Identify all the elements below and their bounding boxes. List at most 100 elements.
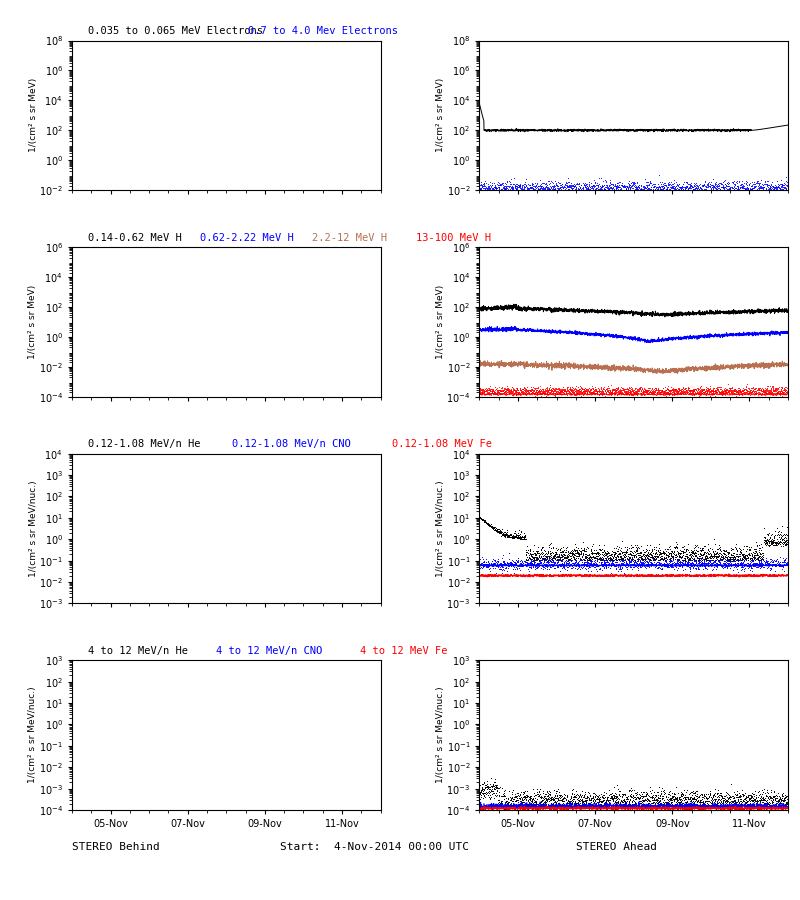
Point	[574, 796, 586, 810]
Point	[500, 186, 513, 201]
Point	[497, 181, 510, 195]
Point	[775, 533, 788, 547]
Point	[658, 545, 670, 560]
Point	[624, 184, 637, 198]
Point	[732, 384, 745, 399]
Point	[713, 385, 726, 400]
Point	[714, 176, 726, 191]
Point	[762, 534, 774, 548]
Point	[756, 795, 769, 809]
Point	[758, 184, 770, 198]
Point	[565, 551, 578, 565]
Point	[528, 183, 541, 197]
Point	[502, 559, 515, 573]
Point	[582, 790, 594, 805]
Point	[749, 179, 762, 194]
Point	[706, 383, 719, 398]
Point	[717, 181, 730, 195]
Point	[625, 537, 638, 552]
Point	[692, 184, 705, 198]
Point	[653, 553, 666, 567]
Point	[672, 558, 685, 572]
Point	[714, 544, 727, 559]
Point	[518, 383, 531, 398]
Point	[586, 539, 598, 554]
Point	[704, 554, 717, 569]
Point	[498, 179, 510, 194]
Point	[577, 797, 590, 812]
Point	[662, 542, 674, 556]
Point	[782, 795, 794, 809]
Point	[547, 796, 560, 811]
Point	[706, 549, 718, 563]
Point	[562, 796, 575, 811]
Point	[639, 544, 652, 558]
Point	[591, 558, 604, 572]
Point	[541, 382, 554, 396]
Point	[715, 547, 728, 562]
Point	[634, 384, 647, 399]
Point	[696, 788, 709, 802]
Point	[474, 788, 487, 802]
Point	[590, 551, 603, 565]
Point	[527, 556, 540, 571]
Point	[663, 553, 676, 567]
Point	[601, 384, 614, 399]
Point	[546, 548, 559, 562]
Point	[540, 179, 553, 194]
Point	[534, 794, 547, 808]
Point	[595, 552, 608, 566]
Point	[733, 383, 746, 398]
Point	[721, 555, 734, 570]
Point	[753, 549, 766, 563]
Point	[748, 799, 761, 814]
Point	[566, 796, 578, 810]
Point	[616, 796, 629, 811]
Point	[673, 182, 686, 196]
Point	[734, 557, 746, 572]
Point	[474, 178, 486, 193]
Point	[490, 786, 502, 800]
Point	[708, 550, 721, 564]
Point	[774, 181, 786, 195]
Point	[705, 182, 718, 196]
Point	[670, 183, 683, 197]
Point	[742, 381, 754, 395]
Point	[781, 183, 794, 197]
Point	[521, 555, 534, 570]
Point	[684, 551, 697, 565]
Point	[778, 536, 790, 550]
Point	[568, 558, 581, 572]
Point	[736, 553, 749, 567]
Point	[646, 385, 659, 400]
Point	[482, 785, 495, 799]
Point	[642, 177, 655, 192]
Point	[542, 797, 554, 812]
Point	[710, 381, 722, 395]
Point	[701, 556, 714, 571]
Point	[550, 550, 562, 564]
Point	[605, 388, 618, 402]
Point	[667, 382, 680, 397]
Point	[520, 179, 533, 194]
Point	[777, 386, 790, 400]
Point	[574, 180, 586, 194]
Point	[690, 548, 703, 562]
Point	[662, 177, 675, 192]
Point	[748, 385, 761, 400]
Point	[597, 788, 610, 802]
Point	[572, 384, 585, 399]
Point	[714, 558, 727, 572]
Point	[622, 796, 634, 811]
Point	[577, 383, 590, 398]
Point	[739, 379, 752, 393]
Point	[636, 798, 649, 813]
Point	[683, 184, 696, 198]
Point	[637, 183, 650, 197]
Point	[594, 387, 607, 401]
Point	[661, 182, 674, 196]
Point	[677, 380, 690, 394]
Point	[560, 388, 573, 402]
Point	[609, 786, 622, 800]
Point	[749, 176, 762, 191]
